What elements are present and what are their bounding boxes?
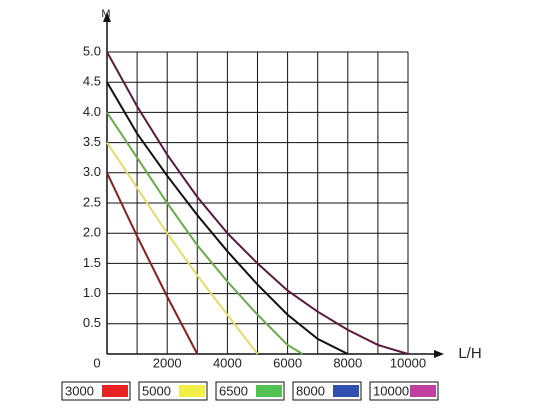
legend-box: [369, 381, 439, 401]
legend-swatch: [333, 385, 359, 397]
legend-swatch: [256, 385, 282, 397]
x-arrow: [434, 350, 444, 358]
y-axis-label: M: [101, 8, 110, 20]
y-tick-label: 2.0: [83, 225, 101, 240]
series-line: [106, 81, 349, 355]
y-tick-label: 4.0: [83, 104, 101, 119]
y-arrow: [103, 12, 111, 22]
legend-box: [61, 381, 131, 401]
y-tick-label: 3.0: [83, 164, 101, 179]
legend-swatch: [179, 385, 205, 397]
y-tick-label: 1.5: [83, 255, 101, 270]
x-tick-label: 6000: [273, 355, 302, 370]
y-tick-label: 4.5: [83, 74, 101, 89]
legend-label: 10000: [373, 383, 409, 398]
series-line: [106, 111, 304, 355]
legend-label: 6500: [219, 383, 248, 398]
legend-label: 8000: [296, 383, 325, 398]
y-tick-label: 3.5: [83, 134, 101, 149]
y-tick-label: 0.5: [83, 315, 101, 330]
x-tick-label: 10000: [390, 355, 426, 370]
x-tick-label: 4000: [213, 355, 242, 370]
legend-box: [215, 381, 285, 401]
series-line: [106, 51, 409, 355]
x-axis-label: L/H: [458, 345, 481, 362]
y-tick-label: 5.0: [83, 43, 101, 58]
y-tick-label: 2.5: [83, 194, 101, 209]
x-tick-label: 0: [93, 355, 100, 370]
x-tick-label: 8000: [333, 355, 362, 370]
legend-swatch: [102, 385, 128, 397]
series-line: [106, 142, 259, 355]
legend-box: [138, 381, 208, 401]
legend-label: 3000: [65, 383, 94, 398]
legend-swatch: [410, 385, 436, 397]
legend-box: [292, 381, 362, 401]
legend-label: 5000: [142, 383, 171, 398]
series-line: [106, 172, 199, 355]
y-tick-label: 1.0: [83, 285, 101, 300]
x-tick-label: 2000: [153, 355, 182, 370]
